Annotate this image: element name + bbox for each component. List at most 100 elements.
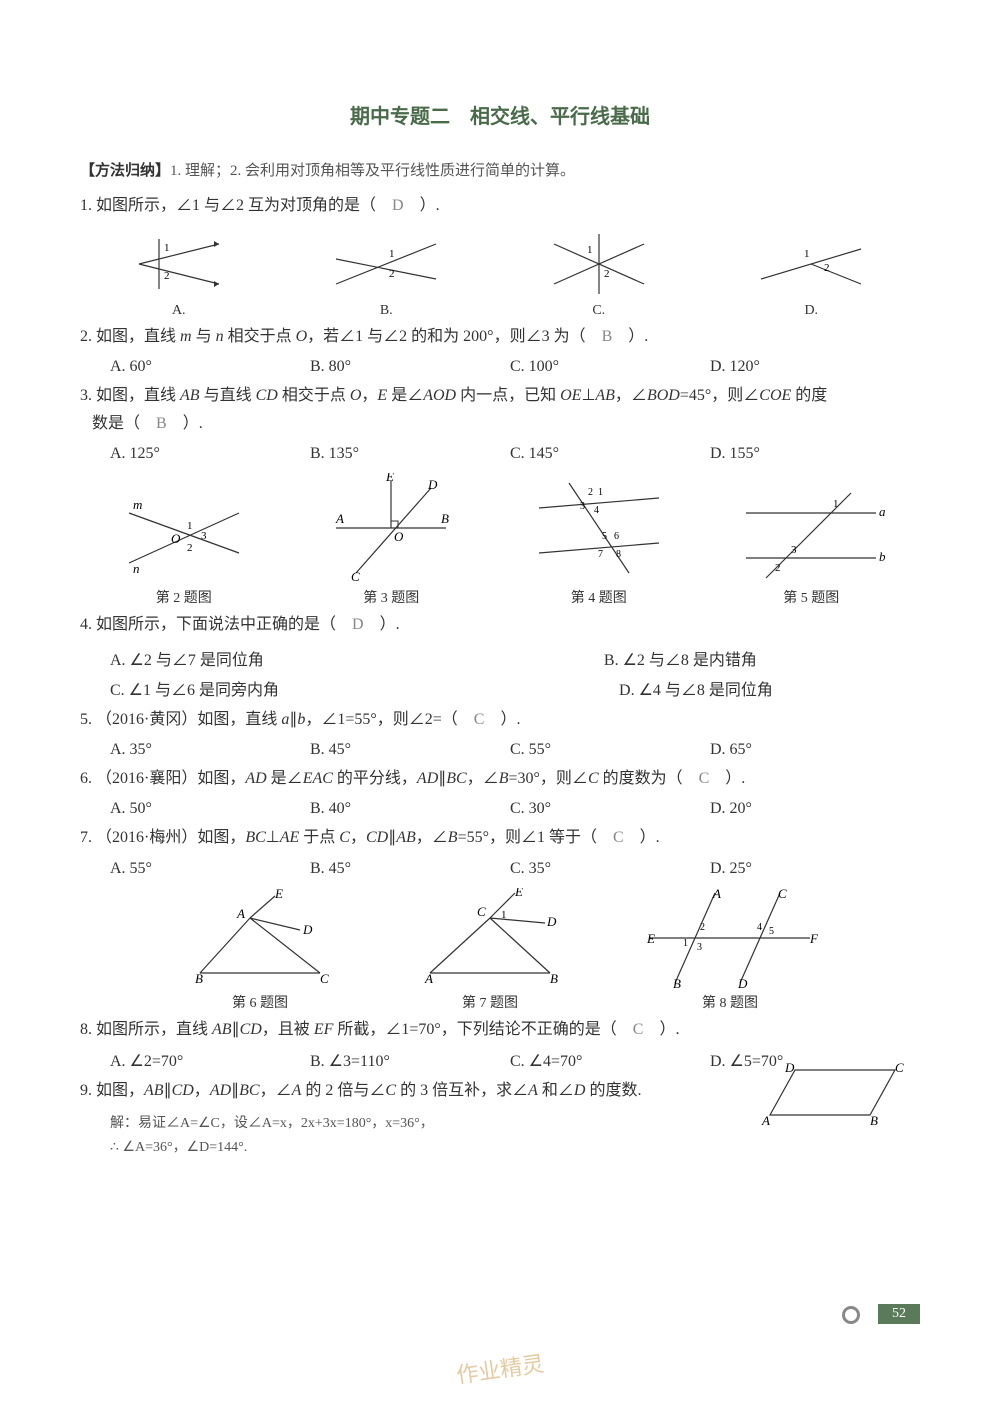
- q7-opt-b: B. 45°: [310, 860, 510, 878]
- fig2-svg: m n O 1 3 2: [109, 483, 259, 583]
- question-5: 5. （2016·黄冈）如图，直线 a∥b，∠1=55°，则∠2=（ C ）.: [80, 706, 920, 733]
- svg-text:1: 1: [587, 244, 593, 256]
- svg-text:2: 2: [775, 562, 781, 574]
- q4-options-1: A. ∠2 与∠7 是同位角 B. ∠2 与∠8 是内错角: [80, 646, 920, 670]
- q9-svg: A B C D: [740, 1060, 910, 1130]
- q8-opt-b: B. ∠3=110°: [310, 1051, 510, 1071]
- svg-text:A: A: [761, 1113, 770, 1128]
- svg-text:A: A: [236, 906, 245, 921]
- svg-text:D: D: [737, 976, 748, 988]
- q6-options: A. 50° B. 40° C. 30° D. 20°: [80, 800, 920, 818]
- fig8-caption: 第 8 题图: [635, 992, 825, 1012]
- svg-text:C: C: [351, 569, 360, 583]
- q7-AB: AB: [396, 829, 416, 846]
- q9-D: D: [574, 1082, 586, 1099]
- q1-fig-d: 1 2 D.: [746, 229, 876, 319]
- svg-text:5: 5: [602, 531, 607, 542]
- svg-text:1: 1: [389, 248, 395, 260]
- page-circle-icon: [842, 1306, 860, 1324]
- fig3-svg: A B C D E O: [316, 473, 466, 583]
- q8-par: ∥: [232, 1021, 240, 1038]
- svg-text:1: 1: [683, 938, 688, 949]
- q9-figure: A B C D: [740, 1060, 910, 1135]
- q6-f: 的度数为（: [599, 770, 699, 787]
- svg-text:3: 3: [580, 501, 585, 512]
- q9-e: 的 3 倍互补，求∠: [396, 1082, 528, 1099]
- q6-opt-d: D. 20°: [710, 800, 910, 818]
- figures-2-5: m n O 1 3 2 第 2 题图 A B C D E O 第 3 题图: [80, 473, 920, 607]
- q2-opt-c: C. 100°: [510, 358, 710, 376]
- q1-text: 1. 如图所示，∠1 与∠2 互为对顶角的是（: [80, 197, 392, 214]
- q7-options: A. 55° B. 45° C. 35° D. 25°: [80, 860, 920, 878]
- question-8: 8. 如图所示，直线 AB∥CD，且被 EF 所截，∠1=70°，下列结论不正确…: [80, 1016, 920, 1043]
- q1-tail: ）.: [404, 197, 440, 214]
- q9-BC: BC: [239, 1082, 259, 1099]
- method-summary: 【方法归纳】1. 理解；2. 会利用对顶角相等及平行线性质进行简单的计算。: [80, 159, 920, 180]
- q4-ans: D: [352, 611, 364, 638]
- svg-text:C: C: [778, 888, 787, 901]
- q7-b: ⊥: [266, 829, 280, 846]
- svg-text:O: O: [171, 531, 181, 546]
- fig3: A B C D E O 第 3 题图: [316, 473, 466, 607]
- q3-a: 3. 如图，直线: [80, 387, 180, 404]
- q4-opt-d: D. ∠4 与∠8 是同位角: [619, 676, 773, 700]
- q9-A: A: [292, 1082, 302, 1099]
- q7-BC: BC: [245, 829, 265, 846]
- q8-opt-a: A. ∠2=70°: [110, 1051, 310, 1071]
- svg-text:1: 1: [187, 520, 193, 532]
- method-text: 1. 理解；2. 会利用对顶角相等及平行线性质进行简单的计算。: [170, 163, 575, 179]
- q6-opt-c: C. 30°: [510, 800, 710, 818]
- q3-b: 与直线: [200, 387, 256, 404]
- q2-d: ，若∠1 与∠2 的和为 200°，则∠3 为（: [307, 328, 601, 345]
- q1-figures: 1 2 A. 1 2 B. 1 2 C.: [80, 229, 920, 319]
- svg-text:B: B: [195, 971, 203, 986]
- svg-text:B: B: [441, 511, 449, 526]
- q2-c: 相交于点: [224, 328, 296, 345]
- fig4-caption: 第 4 题图: [524, 587, 674, 607]
- q7-CD: CD: [366, 829, 388, 846]
- fig4: 21 34 56 78 第 4 题图: [524, 473, 674, 607]
- q3-BOD: BOD: [647, 387, 680, 404]
- svg-text:C: C: [320, 971, 329, 986]
- svg-text:1: 1: [164, 242, 170, 254]
- svg-text:4: 4: [594, 505, 599, 516]
- q5-opt-d: D. 65°: [710, 741, 910, 759]
- q8-b: ，且被: [262, 1021, 314, 1038]
- q8-ans: C: [633, 1016, 644, 1043]
- svg-text:D: D: [784, 1060, 795, 1075]
- method-label: 【方法归纳】: [80, 163, 170, 179]
- q6-AD2: AD: [417, 770, 438, 787]
- svg-text:2: 2: [604, 268, 610, 280]
- q7-f: =55°，则∠1 等于（: [458, 829, 613, 846]
- svg-text:D: D: [302, 922, 313, 937]
- svg-text:D: D: [427, 477, 438, 492]
- svg-text:a: a: [879, 504, 886, 519]
- q7-AE: AE: [280, 829, 300, 846]
- q3-AB: AB: [180, 387, 200, 404]
- q3-k: 数是（: [92, 415, 156, 432]
- page-title: 期中专题二 相交线、平行线基础: [80, 100, 920, 129]
- q8-EF: EF: [314, 1021, 334, 1038]
- svg-text:B: B: [870, 1113, 878, 1128]
- q5-a: 5. （2016·黄冈）如图，直线: [80, 711, 281, 728]
- q4-opt-b: B. ∠2 与∠8 是内错角: [604, 646, 757, 670]
- q1-svg-a: 1 2: [124, 229, 234, 299]
- question-2: 2. 如图，直线 m 与 n 相交于点 O，若∠1 与∠2 的和为 200°，则…: [80, 323, 920, 350]
- q5-opt-a: A. 35°: [110, 741, 310, 759]
- q6-c: 的平分线，: [333, 770, 417, 787]
- svg-text:2: 2: [588, 487, 593, 498]
- svg-text:B: B: [550, 971, 558, 986]
- fig3-caption: 第 3 题图: [316, 587, 466, 607]
- svg-text:4: 4: [757, 922, 762, 933]
- q2-opt-b: B. 80°: [310, 358, 510, 376]
- q1-label-c: C.: [539, 303, 659, 319]
- q9-AB: AB: [144, 1082, 164, 1099]
- q9-sol2: ∴ ∠A=36°，∠D=144°.: [110, 1136, 920, 1160]
- q2-O: O: [296, 328, 308, 345]
- q9-b: ，: [194, 1082, 210, 1099]
- q8-AB: AB: [212, 1021, 232, 1038]
- q7-opt-c: C. 35°: [510, 860, 710, 878]
- q5-b: ，∠1=55°，则∠2=（: [305, 711, 473, 728]
- q7-a: 7. （2016·梅州）如图，: [80, 829, 245, 846]
- svg-text:2: 2: [164, 270, 170, 282]
